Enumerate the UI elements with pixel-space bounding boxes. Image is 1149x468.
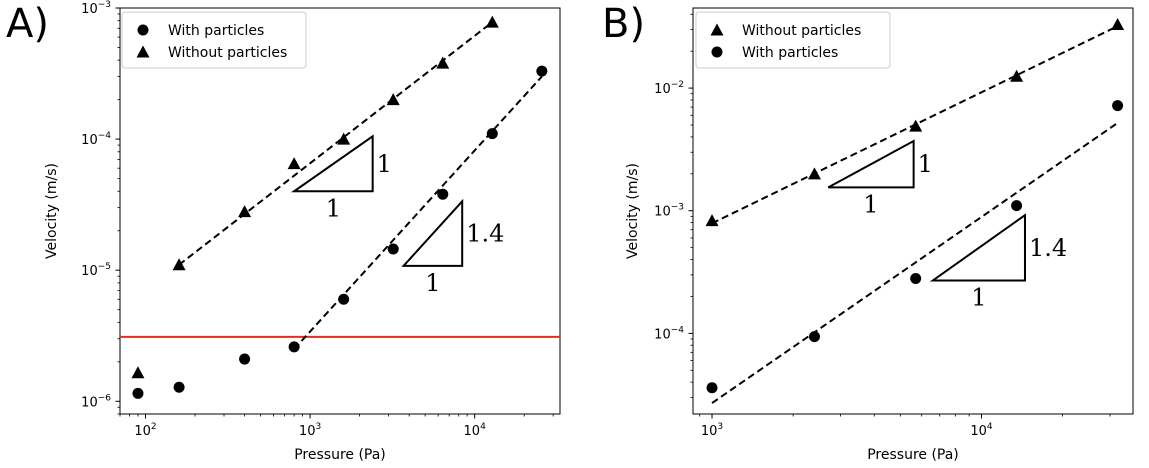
x-tick-label-exponent: 4 bbox=[480, 422, 486, 432]
y-tick-label-exponent: −5 bbox=[98, 262, 111, 272]
data-point bbox=[172, 258, 186, 271]
legend-box bbox=[121, 11, 307, 69]
data-point bbox=[337, 132, 351, 145]
y-tick-label-exponent: −4 bbox=[98, 131, 112, 141]
y-tick-label-exponent: −3 bbox=[671, 203, 684, 213]
data-point bbox=[238, 205, 252, 218]
y-tick-label: 10−6 bbox=[81, 393, 111, 410]
y-tick-label-exponent: −4 bbox=[671, 325, 685, 335]
data-point bbox=[910, 273, 922, 285]
run-label: 1 bbox=[425, 269, 440, 297]
data-point bbox=[536, 65, 548, 77]
x-tick-label: 104 bbox=[464, 422, 487, 439]
x-tick-label: 103 bbox=[299, 422, 321, 439]
data-point bbox=[437, 188, 449, 200]
x-tick-label-exponent: 3 bbox=[315, 422, 321, 432]
slope-label: 1.4 bbox=[1029, 234, 1067, 262]
y-tick-label: 10−2 bbox=[654, 80, 684, 97]
legend-marker bbox=[136, 45, 150, 58]
y-tick-label: 10−4 bbox=[81, 131, 111, 148]
x-tick-label-base: 10 bbox=[134, 424, 151, 439]
data-point bbox=[1011, 200, 1023, 212]
x-axis-label: Pressure (Pa) bbox=[867, 447, 959, 463]
y-tick-label-base: 10 bbox=[654, 327, 671, 342]
data-point bbox=[705, 214, 719, 227]
y-tick-label-exponent: −6 bbox=[98, 393, 112, 403]
data-point bbox=[808, 331, 820, 343]
slope-triangle bbox=[401, 198, 464, 267]
data-point bbox=[386, 93, 400, 106]
slope-triangle bbox=[827, 139, 915, 189]
run-label: 1 bbox=[863, 190, 878, 218]
y-tick-label-exponent: −3 bbox=[98, 0, 111, 10]
data-point bbox=[132, 387, 144, 399]
x-tick-label-base: 10 bbox=[299, 424, 316, 439]
y-axis-label: Velocity (m/s) bbox=[625, 163, 641, 259]
slope-label: 1.4 bbox=[466, 220, 504, 248]
x-tick-label-exponent: 3 bbox=[717, 422, 723, 432]
x-tick-label: 104 bbox=[970, 422, 993, 439]
legend-marker bbox=[137, 24, 149, 36]
x-tick-label-base: 10 bbox=[701, 424, 718, 439]
legend-label: With particles bbox=[168, 23, 264, 39]
x-tick-label: 103 bbox=[701, 422, 723, 439]
y-tick-label-base: 10 bbox=[81, 133, 98, 148]
data-point bbox=[387, 243, 399, 255]
panel-label: B) bbox=[602, 1, 645, 47]
plot-frame bbox=[692, 7, 1134, 415]
x-tick-label-base: 10 bbox=[464, 424, 481, 439]
data-point bbox=[338, 293, 350, 305]
fit-line bbox=[711, 122, 1119, 404]
y-tick-label-base: 10 bbox=[81, 2, 98, 17]
legend-label: Without particles bbox=[742, 23, 861, 39]
y-tick-label-base: 10 bbox=[81, 395, 98, 410]
data-point bbox=[486, 128, 498, 140]
data-point bbox=[485, 15, 499, 28]
x-tick-label-exponent: 4 bbox=[987, 422, 993, 432]
slope-triangle bbox=[290, 134, 374, 193]
y-tick-label-base: 10 bbox=[654, 205, 671, 220]
legend-label: Without particles bbox=[168, 45, 287, 61]
fit-line bbox=[293, 75, 543, 350]
y-tick-label-base: 10 bbox=[654, 82, 671, 97]
data-point bbox=[239, 353, 251, 365]
plot-frame bbox=[119, 7, 561, 415]
legend-marker bbox=[710, 23, 724, 36]
y-axis-label: Velocity (m/s) bbox=[44, 163, 60, 259]
data-point bbox=[909, 119, 923, 132]
y-tick-label: 10−5 bbox=[81, 262, 111, 279]
data-point bbox=[1112, 100, 1124, 112]
x-axis-label: Pressure (Pa) bbox=[294, 447, 386, 463]
data-point bbox=[288, 341, 300, 353]
x-tick-label-base: 10 bbox=[970, 424, 987, 439]
run-label: 1 bbox=[971, 283, 986, 311]
data-point bbox=[436, 56, 450, 69]
slope-label: 1 bbox=[918, 150, 933, 178]
legend-box bbox=[695, 11, 891, 69]
data-point bbox=[1111, 18, 1125, 31]
data-point bbox=[173, 381, 185, 393]
y-tick-label: 10−3 bbox=[81, 0, 111, 17]
x-tick-label: 102 bbox=[134, 422, 156, 439]
y-tick-label: 10−4 bbox=[654, 325, 684, 342]
slope-triangle bbox=[929, 213, 1026, 282]
x-tick-label-exponent: 2 bbox=[151, 422, 157, 432]
panel-label: A) bbox=[6, 1, 49, 47]
data-point bbox=[1010, 69, 1024, 82]
y-tick-label: 10−3 bbox=[654, 203, 684, 220]
data-point bbox=[131, 366, 145, 379]
y-tick-label-exponent: −2 bbox=[671, 80, 684, 90]
data-point bbox=[287, 157, 301, 170]
slope-label: 1 bbox=[377, 150, 392, 178]
legend-marker bbox=[711, 46, 723, 58]
legend-label: With particles bbox=[742, 45, 838, 61]
run-label: 1 bbox=[326, 194, 341, 222]
data-point bbox=[706, 382, 718, 394]
data-point bbox=[807, 167, 821, 180]
y-tick-label-base: 10 bbox=[81, 264, 98, 279]
